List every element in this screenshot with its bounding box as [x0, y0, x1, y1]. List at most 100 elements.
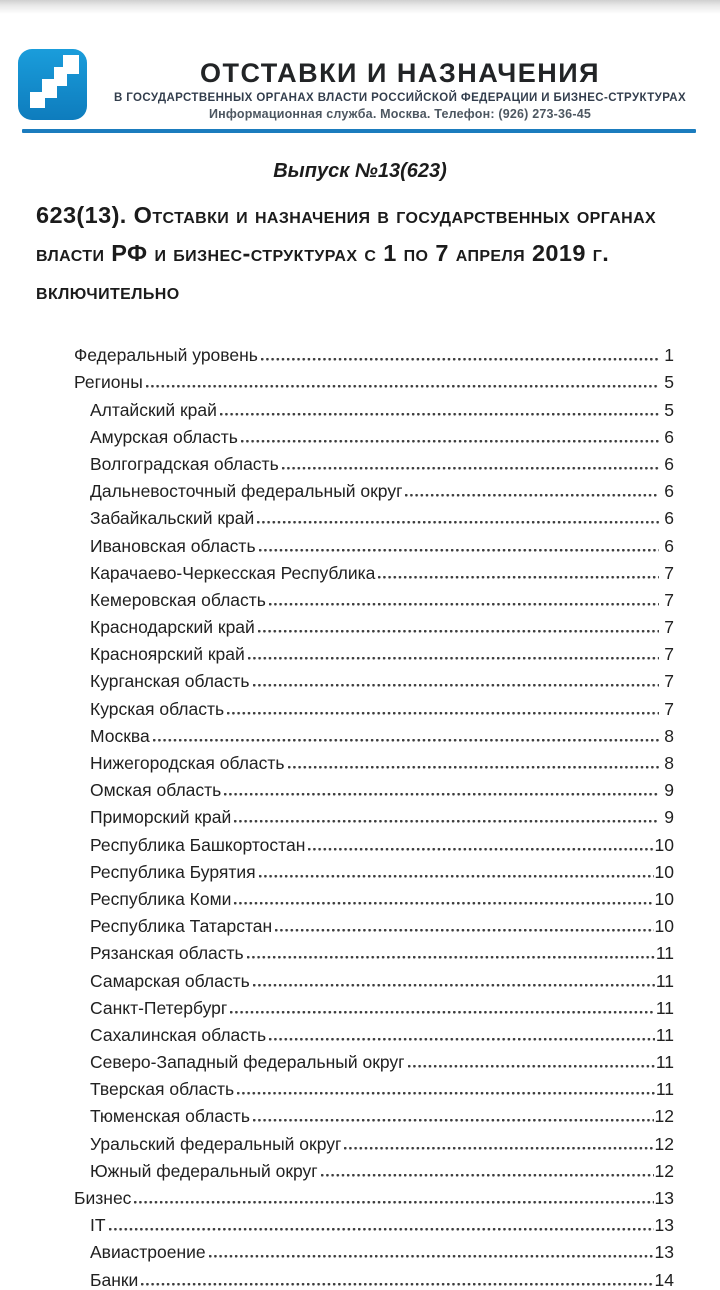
toc-entry-label: Северо-Западный федеральный округ [90, 1052, 405, 1073]
toc-dot-leader [234, 901, 654, 905]
toc-entry-label: Краснодарский край [90, 617, 255, 638]
toc-entry: Южный федеральный округ 12 [74, 1154, 674, 1181]
toc-entry: Регионы 5 [74, 365, 674, 392]
toc-page-number: 13 [654, 1188, 674, 1208]
toc-entry-label: Федеральный уровень [74, 345, 258, 366]
toc-entry: Самарская область 11 [74, 963, 674, 991]
toc-dot-leader [257, 630, 659, 634]
toc-dot-leader [258, 548, 659, 552]
toc-entry: Алтайский край 5 [74, 392, 674, 420]
toc-entry: Санкт-Петербург 11 [74, 991, 674, 1018]
toc-entry: Красноярский край 7 [74, 637, 674, 664]
toc-entry-label: Регионы [74, 372, 143, 393]
toc-page-number: 5 [664, 399, 674, 420]
toc-entry: Республика Татарстан 10 [74, 909, 674, 936]
toc-page-number: 11 [655, 1024, 674, 1045]
toc-page-number: 12 [654, 1106, 674, 1127]
toc-entry-label: Алтайский край [90, 399, 217, 420]
toc-dot-leader [260, 358, 659, 362]
toc-entry: IT 13 [74, 1208, 674, 1235]
toc-dot-leader [257, 521, 659, 525]
toc-dot-leader [145, 385, 659, 389]
toc-dot-leader [281, 466, 659, 470]
toc-entry: Северо-Западный федеральный округ 11 [74, 1045, 674, 1072]
toc-page-number: 7 [664, 562, 674, 583]
toc-entry: Банки 14 [74, 1262, 674, 1290]
toc-entry-label: Москва [90, 725, 150, 746]
toc-dot-leader [344, 1146, 654, 1150]
toc-dot-leader [258, 874, 654, 878]
toc-entry-label: Тюменская область [90, 1106, 250, 1127]
toc-entry-label: Сахалинская область [90, 1024, 267, 1045]
header: ОТСТАВКИ И НАЗНАЧЕНИЯ В ГОСУДАРСТВЕННЫХ … [0, 48, 720, 122]
toc-page-number: 13 [654, 1242, 674, 1263]
toc-entry: Кемеровская область 7 [74, 583, 674, 610]
toc-entry-label: Бизнес [74, 1188, 132, 1208]
top-shade [0, 0, 720, 14]
toc-page-number: 7 [664, 617, 674, 638]
toc-page-number: 6 [664, 481, 674, 502]
issue-number: Выпуск №13(623) [273, 160, 447, 182]
toc-entry-label: Курская область [90, 698, 225, 719]
toc-page-number: 8 [664, 753, 674, 773]
toc-entry-label: Курганская область [90, 671, 250, 692]
toc-entry: Республика Башкортостан 10 [74, 827, 674, 855]
toc-dot-leader [405, 494, 659, 498]
toc-entry: Бизнес 13 [74, 1181, 674, 1208]
newsletter-service-line: Информационная служба. Москва. Телефон: … [208, 107, 592, 121]
toc-dot-leader [152, 738, 659, 742]
toc-page-number: 8 [664, 725, 674, 746]
toc-entry: Сахалинская область 11 [74, 1018, 674, 1045]
toc-entry: Рязанская область 11 [74, 936, 674, 963]
toc-page-number: 10 [654, 834, 674, 855]
toc-dot-leader [108, 1228, 654, 1232]
toc-page-number: 11 [655, 970, 674, 991]
toc-entry: Приморский край 9 [74, 800, 674, 827]
toc-entry: Республика Бурятия 10 [74, 855, 674, 882]
toc-page-number: 12 [654, 1133, 674, 1154]
toc-page-number: 6 [664, 426, 674, 447]
toc-entry-label: Кемеровская область [90, 589, 266, 610]
toc-entry-label: Республика Коми [90, 888, 232, 909]
toc-dot-leader [208, 1255, 654, 1259]
toc-entry-label: Республика Татарстан [90, 916, 273, 937]
toc-dot-leader [268, 602, 659, 606]
toc-entry: Краснодарский край 7 [74, 610, 674, 637]
toc-dot-leader [378, 575, 659, 579]
toc-page-number: 5 [664, 372, 674, 393]
toc: Федеральный уровень 1 Регионы 5 Алтайски… [74, 338, 674, 1290]
toc-page-number: 10 [654, 888, 674, 909]
toc-entry-label: Волгоградская область [90, 453, 279, 474]
toc-entry-label: Санкт-Петербург [90, 997, 228, 1018]
toc-dot-leader [230, 1010, 655, 1014]
publisher-logo [17, 48, 88, 121]
toc-entry-label: Рязанская область [90, 943, 244, 964]
toc-entry-label: Забайкальский край [90, 508, 255, 529]
toc-entry: Дальневосточный федеральный округ 6 [74, 474, 674, 501]
toc-dot-leader [252, 983, 655, 987]
toc-dot-leader [234, 820, 659, 824]
toc-dot-leader [219, 412, 659, 416]
toc-page-number: 7 [664, 589, 674, 610]
toc-page-number: 11 [655, 1052, 674, 1073]
toc-entry: Забайкальский край 6 [74, 501, 674, 528]
toc-page-number: 10 [654, 861, 674, 882]
toc-dot-leader [320, 1173, 654, 1177]
toc-dot-leader [134, 1201, 654, 1204]
toc-page-number: 10 [654, 916, 674, 937]
toc-entry-label: Омская область [90, 780, 222, 801]
toc-page-number: 7 [664, 698, 674, 719]
toc-dot-leader [269, 1037, 655, 1041]
toc-entry-label: Южный федеральный округ [90, 1160, 318, 1181]
toc-entry-label: Амурская область [90, 426, 238, 447]
toc-page-number: 7 [664, 671, 674, 692]
toc-dot-leader [227, 711, 659, 715]
newsletter-subtitle: В ГОСУДАРСТВЕННЫХ ОРГАНАХ ВЛАСТИ РОССИЙС… [113, 92, 687, 104]
toc-entry-label: IT [90, 1215, 106, 1236]
toc-entry-label: Красноярский край [90, 644, 245, 665]
toc-entry-label: Приморский край [90, 807, 232, 828]
toc-entry: Курская область 7 [74, 691, 674, 719]
article-title: 623(13). Отставки и назначения в государ… [36, 202, 657, 304]
toc-entry-label: Тверская область [90, 1079, 235, 1100]
stairs-icon [18, 49, 87, 120]
